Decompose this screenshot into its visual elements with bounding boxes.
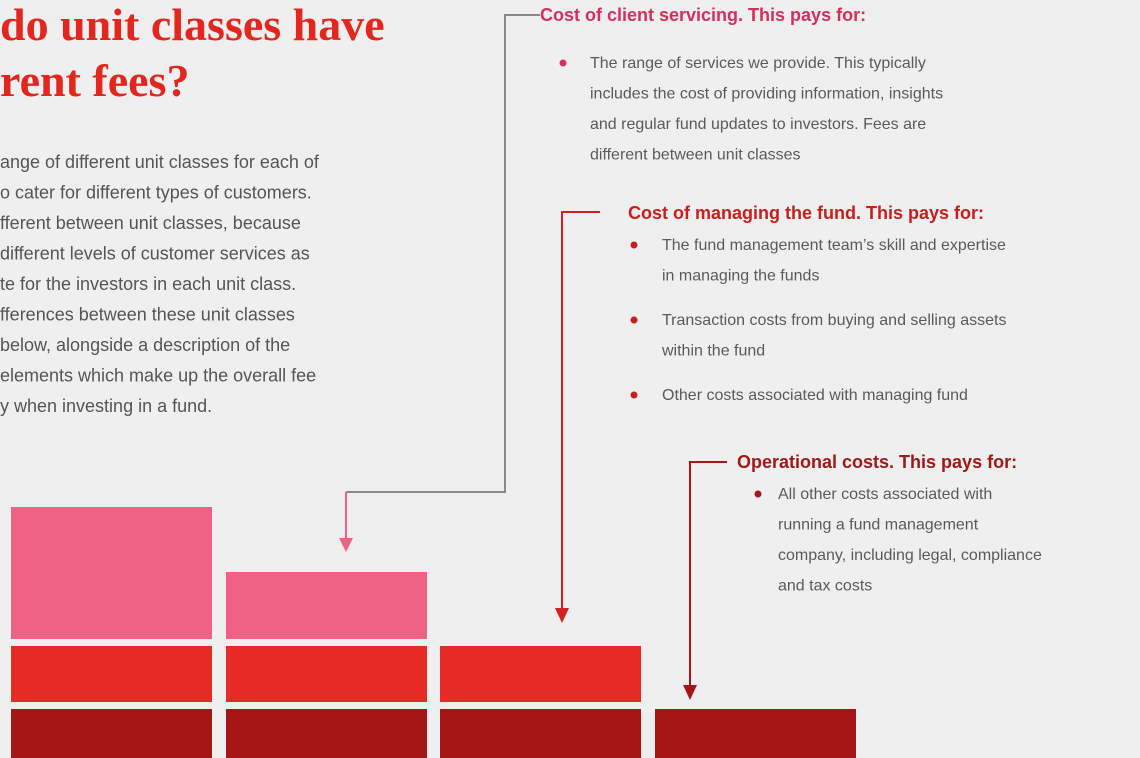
bullet-dot bbox=[630, 316, 638, 324]
section-heading: Operational costs. This pays for: bbox=[737, 452, 1017, 472]
block bbox=[11, 507, 212, 639]
bullet-line: running a fund management bbox=[778, 517, 979, 534]
block bbox=[440, 646, 641, 702]
intro-line: different levels of customer services as bbox=[0, 244, 310, 264]
title: rent fees? bbox=[0, 55, 189, 106]
blocks bbox=[11, 507, 856, 758]
intro-line: fferences between these unit classes bbox=[0, 305, 295, 325]
block bbox=[655, 709, 856, 758]
connector bbox=[689, 461, 727, 688]
bullet-line: includes the cost of providing informati… bbox=[590, 86, 943, 103]
intro-line: o cater for different types of customers… bbox=[0, 183, 312, 203]
bullet-line: in managing the funds bbox=[662, 268, 819, 285]
block bbox=[226, 709, 427, 758]
bullet-dot bbox=[630, 391, 638, 399]
section-heading: Cost of managing the fund. This pays for… bbox=[628, 203, 984, 223]
intro-line: te for the investors in each unit class. bbox=[0, 274, 296, 294]
block bbox=[226, 646, 427, 702]
bullet-dot bbox=[754, 490, 762, 498]
bullet-dot bbox=[559, 59, 567, 67]
block bbox=[226, 572, 427, 639]
intro-line: y when investing in a fund. bbox=[0, 396, 212, 416]
bullet-line: The range of services we provide. This t… bbox=[590, 55, 926, 72]
bullet-line: Other costs associated with managing fun… bbox=[662, 387, 968, 404]
title: do unit classes have bbox=[0, 0, 385, 50]
bullet-line: and tax costs bbox=[778, 578, 872, 595]
bullet-line: Transaction costs from buying and sellin… bbox=[662, 312, 1006, 329]
section-heading: Cost of client servicing. This pays for: bbox=[540, 5, 866, 25]
connector bbox=[346, 14, 540, 493]
block bbox=[11, 646, 212, 702]
block bbox=[440, 709, 641, 758]
bullet-dot bbox=[630, 241, 638, 249]
bullet-line: and regular fund updates to investors. F… bbox=[590, 116, 926, 133]
bullet-line: company, including legal, compliance bbox=[778, 547, 1042, 564]
connector bbox=[561, 211, 600, 612]
arrow bbox=[555, 608, 569, 623]
intro-line: ange of different unit classes for each … bbox=[0, 152, 320, 172]
block bbox=[11, 709, 212, 758]
bullet-line: All other costs associated with bbox=[778, 486, 992, 503]
bullet-line: within the fund bbox=[661, 343, 765, 360]
bullet-line: The fund management team’s skill and exp… bbox=[662, 237, 1006, 254]
intro-line: elements which make up the overall fee bbox=[0, 366, 316, 386]
intro-line: fferent between unit classes, because bbox=[0, 213, 301, 233]
connectors bbox=[339, 14, 727, 700]
arrow bbox=[339, 538, 353, 552]
arrow bbox=[683, 685, 697, 700]
intro-line: below, alongside a description of the bbox=[0, 335, 290, 355]
bullet-line: different between unit classes bbox=[590, 147, 801, 164]
